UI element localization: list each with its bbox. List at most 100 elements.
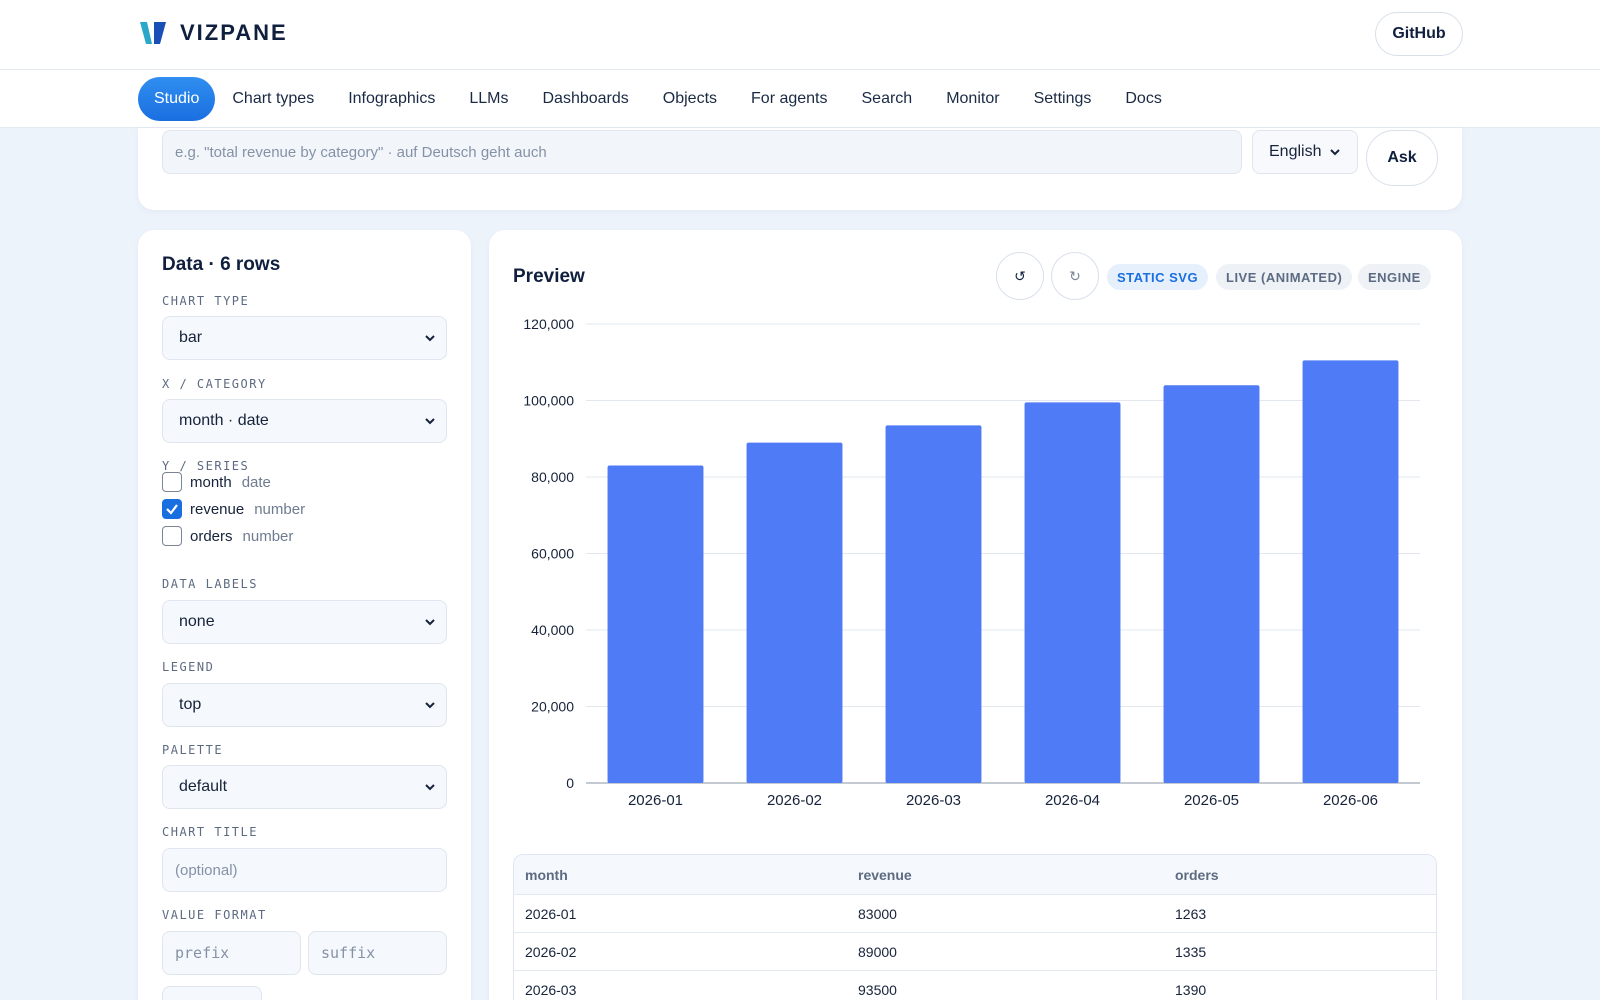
language-value: English	[1269, 143, 1322, 160]
nav-item-dashboards[interactable]: Dashboards	[542, 90, 629, 107]
palette-select[interactable]: default	[162, 765, 447, 809]
github-button[interactable]: GitHub	[1375, 12, 1463, 56]
table-cell-month: 2026-02	[525, 943, 577, 960]
nav-item-for-agents[interactable]: For agents	[751, 90, 828, 107]
checkmark-icon	[166, 504, 178, 515]
x-tick-label: 2026-04	[1045, 792, 1100, 809]
table-header-row: month revenue orders	[514, 855, 1436, 895]
y-tick-label: 80,000	[531, 469, 574, 485]
table-cell-orders: 1390	[1175, 981, 1207, 998]
ask-card: e.g. "total revenue by category" · auf D…	[138, 128, 1462, 210]
table-cell-orders: 1263	[1175, 905, 1207, 922]
bar-2026-01	[607, 465, 704, 783]
series-option-orders[interactable]: orders number	[162, 526, 293, 546]
undo-icon: ↺	[1014, 267, 1026, 284]
series-name: revenue	[190, 500, 245, 518]
palette-label: PALETTE	[162, 743, 224, 757]
x-tick-label: 2026-01	[628, 792, 683, 809]
nav-item-infographics[interactable]: Infographics	[348, 90, 436, 107]
nav-item-settings[interactable]: Settings	[1033, 90, 1092, 107]
data-labels-value: none	[179, 613, 215, 630]
data-labels-select[interactable]: none	[162, 600, 447, 644]
x-tick-label: 2026-06	[1323, 792, 1378, 809]
table-cell-orders: 1335	[1175, 943, 1207, 960]
nav-item-search[interactable]: Search	[861, 90, 913, 107]
x-tick-label: 2026-05	[1184, 792, 1239, 809]
mode-engine[interactable]: ENGINE	[1358, 264, 1431, 290]
mode-static-svg[interactable]: STATIC SVG	[1107, 264, 1209, 290]
series-checkbox-revenue[interactable]	[162, 499, 182, 519]
nav-items: Studio Chart types Infographics LLMs Dashboa…	[138, 76, 1179, 122]
nav-item-monitor[interactable]: Monitor	[946, 90, 1000, 107]
legend-value: top	[179, 696, 202, 713]
chart-type-select[interactable]: bar	[162, 316, 447, 360]
y-tick-label: 100,000	[523, 393, 574, 409]
undo-button[interactable]: ↺	[996, 252, 1044, 300]
decimals-input[interactable]	[162, 986, 262, 1000]
nav-item-chart-types[interactable]: Chart types	[232, 90, 315, 107]
legend-select[interactable]: top	[162, 683, 447, 727]
x-tick-label: 2026-03	[906, 792, 961, 809]
preview-panel: Preview ↺ ↻ STATIC SVG LIVE (ANIMATED) E…	[489, 230, 1462, 1000]
chevron-down-icon	[425, 335, 435, 342]
chevron-down-icon	[1330, 149, 1340, 156]
table-row[interactable]: 2026-03 93500 1390	[514, 971, 1436, 1000]
nav-item-objects[interactable]: Objects	[662, 90, 718, 107]
table-row[interactable]: 2026-01 83000 1263	[514, 895, 1436, 933]
table-row[interactable]: 2026-02 89000 1335	[514, 933, 1436, 971]
series-checkbox-orders[interactable]	[162, 526, 182, 546]
y-tick-label: 40,000	[531, 622, 574, 638]
series-name: orders	[190, 527, 233, 545]
x-category-label: X / CATEGORY	[162, 377, 267, 391]
nav-item-llms[interactable]: LLMs	[469, 90, 509, 107]
bar-chart: 0 20,000 40,000 60,000 80,000 100,000 120,000 2…	[523, 316, 1420, 809]
series-checkbox-month[interactable]	[162, 472, 182, 492]
ask-input[interactable]: e.g. "total revenue by category" · auf D…	[162, 130, 1242, 174]
chevron-down-icon	[425, 619, 435, 626]
legend-label: LEGEND	[162, 660, 215, 674]
redo-button[interactable]: ↻	[1051, 252, 1099, 300]
x-category-select[interactable]: month · date	[162, 399, 447, 443]
chart-title-input[interactable]: (optional)	[162, 848, 447, 892]
nav-item-studio[interactable]: Studio	[138, 77, 216, 121]
prefix-input[interactable]: prefix	[162, 931, 301, 975]
table-cell-revenue: 89000	[858, 943, 897, 960]
data-table: month revenue orders 2026-01 83000 1263 202…	[513, 854, 1437, 1000]
vizpane-logo-icon	[140, 22, 166, 44]
table-header-revenue[interactable]: revenue	[858, 866, 912, 883]
table-cell-revenue: 83000	[858, 905, 897, 922]
y-tick-label: 60,000	[531, 546, 574, 562]
data-labels-label: DATA LABELS	[162, 577, 258, 591]
main-nav: Studio Chart types Infographics LLMs Dashboa…	[0, 70, 1600, 128]
chart-title-label: CHART TITLE	[162, 825, 258, 839]
redo-icon: ↻	[1069, 267, 1081, 284]
series-type: date	[241, 473, 271, 491]
series-option-month[interactable]: month date	[162, 472, 271, 492]
bar-2026-04	[1024, 402, 1121, 783]
suffix-input[interactable]: suffix	[308, 931, 447, 975]
y-tick-label: 0	[566, 775, 574, 791]
series-type: number	[254, 500, 306, 518]
palette-value: default	[179, 778, 228, 795]
bar-2026-03	[885, 425, 982, 783]
mode-live-animated[interactable]: LIVE (ANIMATED)	[1216, 264, 1353, 290]
x-tick-label: 2026-02	[767, 792, 822, 809]
value-format-label: VALUE FORMAT	[162, 908, 267, 922]
brand[interactable]: VIZPANE	[140, 20, 288, 46]
ask-button[interactable]: Ask	[1366, 130, 1438, 186]
table-header-orders[interactable]: orders	[1175, 866, 1219, 883]
chevron-down-icon	[425, 702, 435, 709]
language-select[interactable]: English	[1252, 130, 1358, 174]
brand-name: VIZPANE	[180, 20, 288, 45]
preview-title: Preview	[513, 266, 585, 287]
table-cell-month: 2026-01	[525, 905, 577, 922]
top-header: VIZPANE GitHub	[0, 0, 1600, 70]
table-cell-month: 2026-03	[525, 981, 577, 998]
y-tick-label: 120,000	[523, 316, 574, 332]
nav-item-docs[interactable]: Docs	[1125, 90, 1162, 107]
table-header-month[interactable]: month	[525, 866, 568, 883]
y-series-label: Y / SERIES	[162, 459, 250, 473]
series-option-revenue[interactable]: revenue number	[162, 499, 305, 519]
table-body: 2026-01 83000 1263 2026-02 89000 1335 2026-03 9…	[514, 895, 1436, 1000]
bar-2026-05	[1163, 385, 1260, 783]
